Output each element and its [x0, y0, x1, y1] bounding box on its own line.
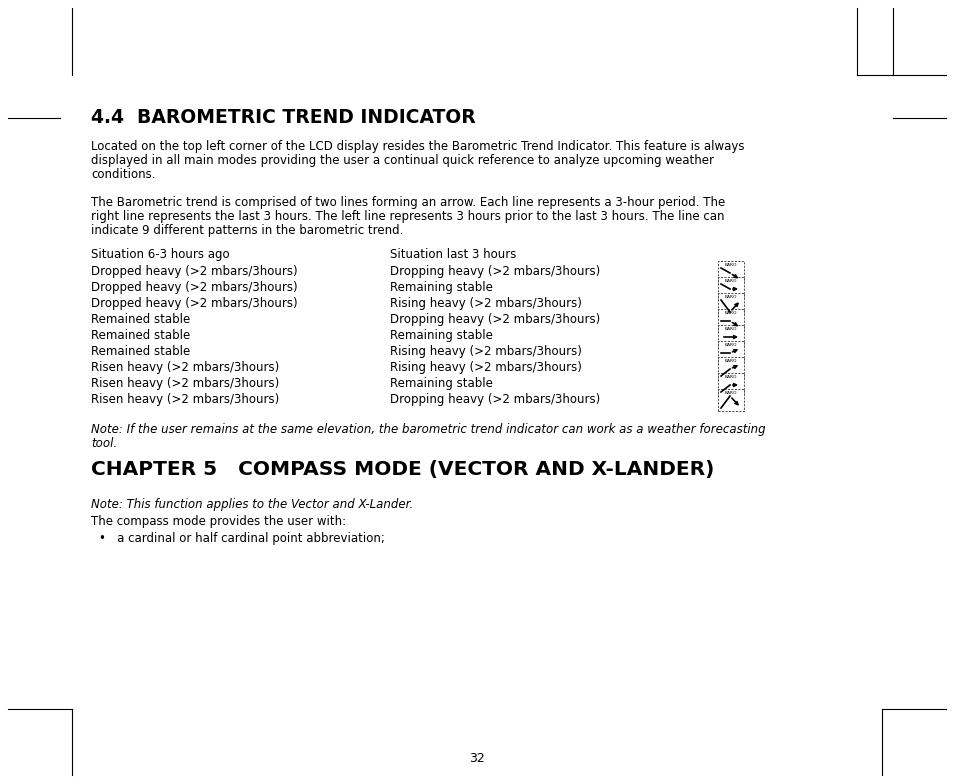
Text: 4.4  BAROMETRIC TREND INDICATOR: 4.4 BAROMETRIC TREND INDICATOR	[91, 108, 476, 127]
Text: conditions.: conditions.	[91, 168, 155, 181]
Text: Located on the top left corner of the LCD display resides the Barometric Trend I: Located on the top left corner of the LC…	[91, 140, 743, 153]
Bar	[718, 325, 743, 347]
Text: Note: This function applies to the Vector and X-Lander.: Note: This function applies to the Vecto…	[91, 498, 413, 511]
Text: Remaining stable: Remaining stable	[390, 377, 493, 390]
Text: BARO: BARO	[724, 295, 737, 299]
Text: BARO: BARO	[724, 375, 737, 379]
Text: Risen heavy (>2 mbars/3hours): Risen heavy (>2 mbars/3hours)	[91, 377, 279, 390]
Text: Dropped heavy (>2 mbars/3hours): Dropped heavy (>2 mbars/3hours)	[91, 265, 297, 278]
Text: Dropped heavy (>2 mbars/3hours): Dropped heavy (>2 mbars/3hours)	[91, 281, 297, 294]
Text: tool.: tool.	[91, 437, 117, 450]
Text: BARO: BARO	[724, 310, 737, 314]
Bar	[718, 309, 743, 331]
Text: BARO: BARO	[724, 358, 737, 362]
Text: BARO: BARO	[724, 390, 737, 394]
Text: Situation 6-3 hours ago: Situation 6-3 hours ago	[91, 248, 230, 261]
Text: •   a cardinal or half cardinal point abbreviation;: • a cardinal or half cardinal point abbr…	[99, 532, 384, 545]
Text: Dropped heavy (>2 mbars/3hours): Dropped heavy (>2 mbars/3hours)	[91, 297, 297, 310]
Text: Remained stable: Remained stable	[91, 345, 190, 358]
Text: indicate 9 different patterns in the barometric trend.: indicate 9 different patterns in the bar…	[91, 224, 403, 237]
Text: Rising heavy (>2 mbars/3hours): Rising heavy (>2 mbars/3hours)	[390, 297, 581, 310]
Text: Rising heavy (>2 mbars/3hours): Rising heavy (>2 mbars/3hours)	[390, 361, 581, 374]
Text: 32: 32	[469, 752, 484, 765]
Text: CHAPTER 5   COMPASS MODE (VECTOR AND X-LANDER): CHAPTER 5 COMPASS MODE (VECTOR AND X-LAN…	[91, 460, 714, 479]
Text: Dropping heavy (>2 mbars/3hours): Dropping heavy (>2 mbars/3hours)	[390, 265, 599, 278]
Text: BARO: BARO	[724, 326, 737, 331]
Text: The Barometric trend is comprised of two lines forming an arrow. Each line repre: The Barometric trend is comprised of two…	[91, 196, 724, 209]
Text: Dropping heavy (>2 mbars/3hours): Dropping heavy (>2 mbars/3hours)	[390, 313, 599, 326]
Text: Risen heavy (>2 mbars/3hours): Risen heavy (>2 mbars/3hours)	[91, 393, 279, 406]
Bar	[718, 341, 743, 363]
Bar	[718, 261, 743, 283]
Text: Rising heavy (>2 mbars/3hours): Rising heavy (>2 mbars/3hours)	[390, 345, 581, 358]
Text: BARO: BARO	[724, 278, 737, 282]
Bar	[718, 293, 743, 315]
Text: Situation last 3 hours: Situation last 3 hours	[390, 248, 516, 261]
Bar	[718, 373, 743, 395]
Text: Dropping heavy (>2 mbars/3hours): Dropping heavy (>2 mbars/3hours)	[390, 393, 599, 406]
Text: BARO: BARO	[724, 263, 737, 267]
Bar	[718, 357, 743, 379]
Text: Remained stable: Remained stable	[91, 329, 190, 342]
Bar	[718, 277, 743, 299]
Text: Remained stable: Remained stable	[91, 313, 190, 326]
Text: Remaining stable: Remaining stable	[390, 281, 493, 294]
Text: BARO: BARO	[724, 343, 737, 347]
Text: Remaining stable: Remaining stable	[390, 329, 493, 342]
Text: The compass mode provides the user with:: The compass mode provides the user with:	[91, 515, 346, 528]
Text: right line represents the last 3 hours. The left line represents 3 hours prior t: right line represents the last 3 hours. …	[91, 210, 723, 223]
Bar	[718, 389, 743, 411]
Text: displayed in all main modes providing the user a continual quick reference to an: displayed in all main modes providing th…	[91, 154, 713, 167]
Text: Note: If the user remains at the same elevation, the barometric trend indicator : Note: If the user remains at the same el…	[91, 423, 765, 436]
Text: Risen heavy (>2 mbars/3hours): Risen heavy (>2 mbars/3hours)	[91, 361, 279, 374]
